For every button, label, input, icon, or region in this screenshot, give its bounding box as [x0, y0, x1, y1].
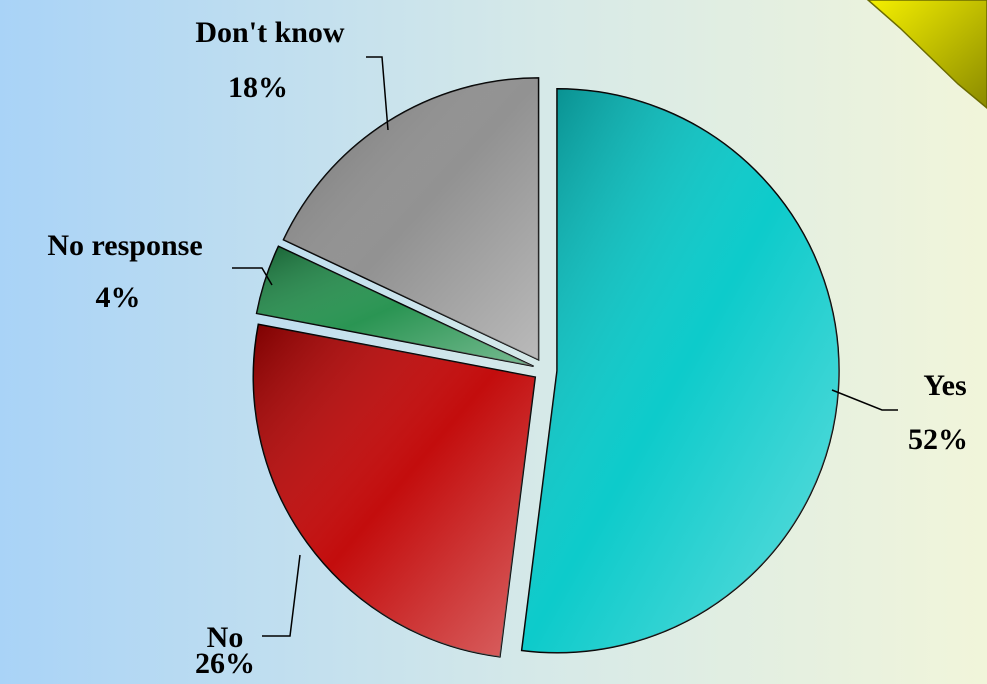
- decor-arrow: [866, 0, 987, 109]
- slice-shading: [253, 324, 536, 657]
- slice-label: No response: [47, 229, 202, 262]
- slice-value-label: 4%: [96, 281, 141, 314]
- slice-shading: [256, 246, 534, 367]
- slice-value-label: 26%: [195, 647, 255, 680]
- slice-shading: [521, 88, 839, 653]
- slice-shading: [283, 77, 539, 360]
- slice-value-label: 18%: [228, 71, 288, 104]
- leader-line: [831, 389, 898, 411]
- slice-label: Yes: [923, 369, 966, 402]
- slice-value-label: 52%: [908, 423, 968, 456]
- leader-line: [366, 56, 389, 131]
- leader-line: [232, 267, 273, 286]
- slice-label: Don't know: [195, 16, 345, 49]
- slice-label: No: [207, 621, 244, 654]
- leader-line: [262, 554, 301, 637]
